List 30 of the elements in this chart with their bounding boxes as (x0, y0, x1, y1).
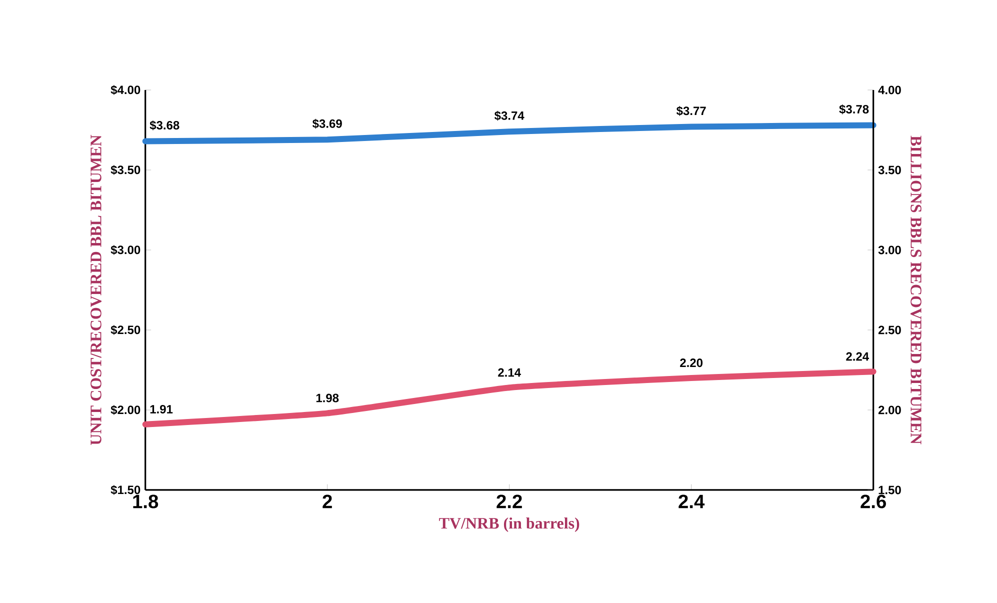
y2-tick-label: 2.00 (878, 406, 901, 414)
data-label: $3.74 (494, 110, 524, 121)
y-tick-label: $1.50 (110, 485, 140, 495)
y-tick-label: $3.50 (110, 165, 140, 175)
data-label: $3.69 (312, 118, 342, 129)
y-tick-label: $4.00 (110, 85, 140, 95)
x-tick-label: 2.4 (678, 494, 705, 508)
y-tick-label: $3.00 (110, 245, 140, 255)
y2-tick-label: 3.50 (878, 166, 901, 174)
data-label: $3.78 (839, 104, 869, 114)
y2-tick-label: 3.00 (878, 246, 901, 254)
x-tick-label: 2 (322, 494, 332, 508)
data-label: 1.98 (316, 394, 339, 402)
data-label: 2.20 (680, 358, 703, 368)
data-label: 2.14 (498, 368, 521, 377)
x-tick-label: 2.2 (496, 494, 522, 508)
y-tick-label: $2.50 (110, 325, 140, 335)
data-label: 2.24 (846, 352, 869, 361)
data-label: $3.68 (150, 120, 180, 130)
data-label: $3.77 (676, 106, 706, 116)
x-tick-label: 1.8 (133, 494, 158, 508)
y-tick-label: $2.00 (110, 405, 140, 415)
y2-axis-title: BILLIONS BBLS RECOVERED BITUMEN (910, 136, 922, 444)
y2-tick-label: 1.50 (878, 486, 901, 494)
x-axis-title: TV/NRB (in barrels) (439, 517, 580, 532)
y2-tick-label: 4.00 (878, 86, 901, 94)
x-tick-label: 2.6 (860, 494, 886, 508)
y-axis-title: UNIT COST/RECOVERED BBL BITUMEN (90, 134, 102, 445)
data-label: 1.91 (150, 404, 173, 414)
y2-tick-label: 2.50 (878, 326, 901, 334)
